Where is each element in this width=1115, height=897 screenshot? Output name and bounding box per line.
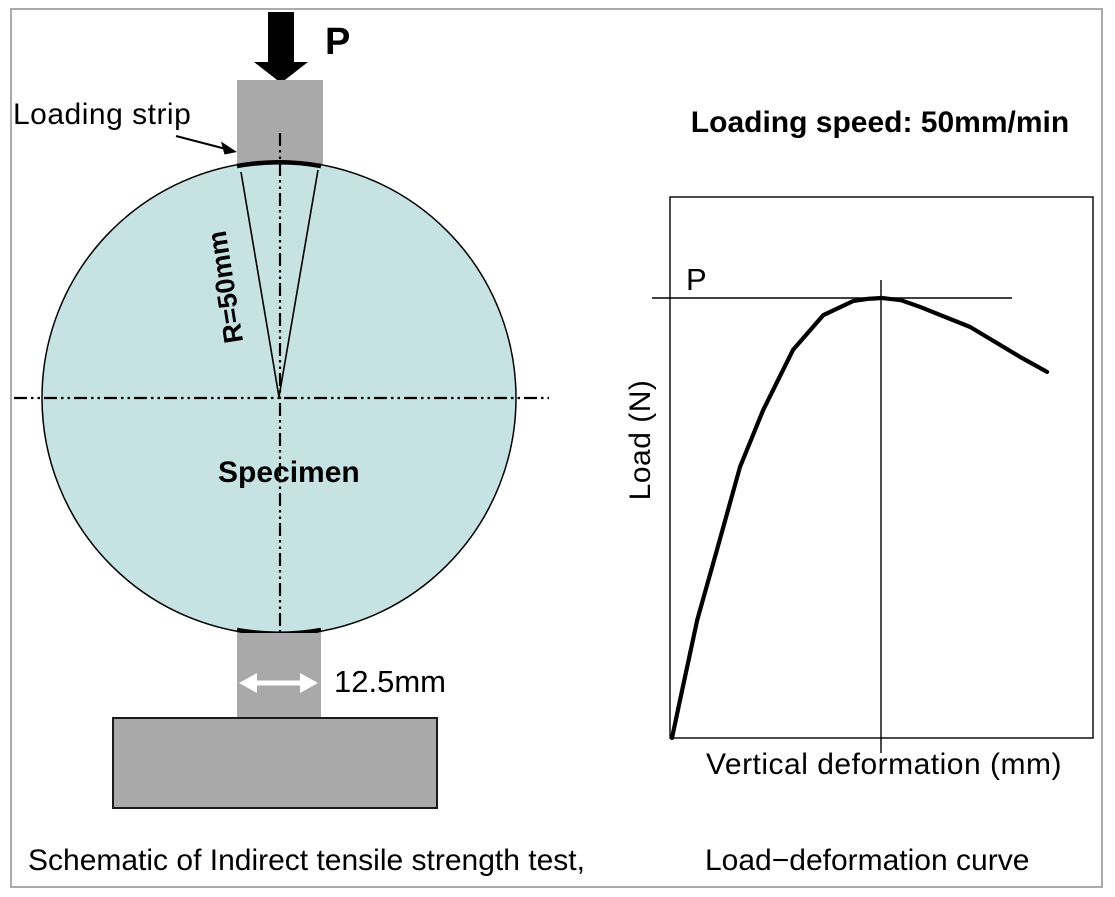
lower-loading-column (237, 633, 321, 718)
base-platen (112, 717, 438, 809)
loading-strip-label: Loading strip (13, 98, 192, 131)
wedge-line-right (278, 169, 319, 398)
y-axis-label: Load (N) (623, 379, 657, 501)
force-label: P (325, 21, 351, 63)
applied-load-arrow-icon (254, 12, 308, 83)
specimen-label: Specimen (218, 456, 360, 489)
strip-width-label: 12.5mm (334, 664, 446, 699)
schematic-caption: Schematic of Indirect tensile strength t… (28, 844, 585, 877)
top-loading-strip-arc (236, 160, 322, 169)
graph-heading: Loading speed: 50mm/min (690, 106, 1070, 139)
peak-load-label: P (686, 262, 708, 297)
strip-width-dimension-arrow-icon (239, 673, 318, 693)
loading-strip-pointer-arrow-icon (175, 135, 237, 155)
load-curve (669, 295, 1050, 741)
x-axis-label: Vertical deformation (mm) (706, 748, 1062, 781)
wedge-line-left (240, 171, 280, 398)
graph-caption: Load−deformation curve (705, 844, 1030, 877)
